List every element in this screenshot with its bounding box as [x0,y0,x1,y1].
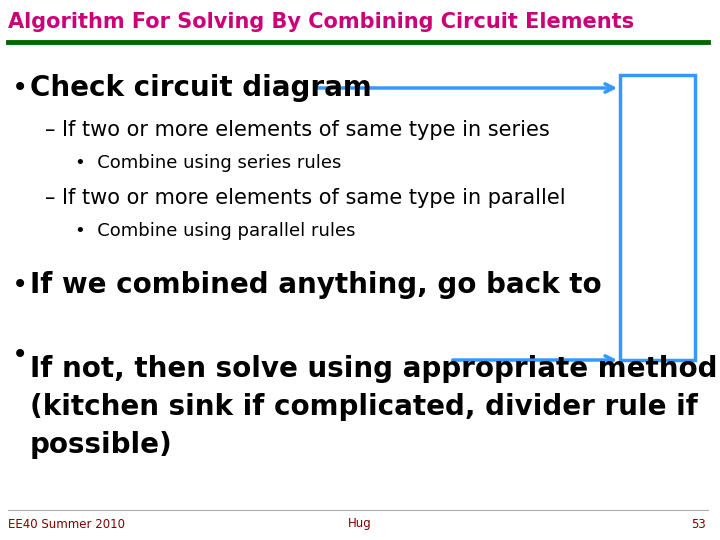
Text: •  Combine using series rules: • Combine using series rules [75,154,341,172]
Text: •  Combine using parallel rules: • Combine using parallel rules [75,222,356,240]
Text: •: • [12,74,28,102]
Text: •: • [12,271,28,299]
Bar [620,75,695,360]
Text: Hug: Hug [348,517,372,530]
Text: EE40 Summer 2010: EE40 Summer 2010 [8,517,125,530]
Text: 53: 53 [691,517,706,530]
Text: – If two or more elements of same type in parallel: – If two or more elements of same type i… [45,188,566,208]
Text: •: • [12,341,28,369]
Text: – If two or more elements of same type in series: – If two or more elements of same type i… [45,120,550,140]
Text: If we combined anything, go back to: If we combined anything, go back to [30,271,602,299]
Text: Check circuit diagram: Check circuit diagram [30,74,372,102]
Text: If not, then solve using appropriate method
(kitchen sink if complicated, divide: If not, then solve using appropriate met… [30,355,718,459]
Text: Algorithm For Solving By Combining Circuit Elements: Algorithm For Solving By Combining Circu… [8,12,634,32]
